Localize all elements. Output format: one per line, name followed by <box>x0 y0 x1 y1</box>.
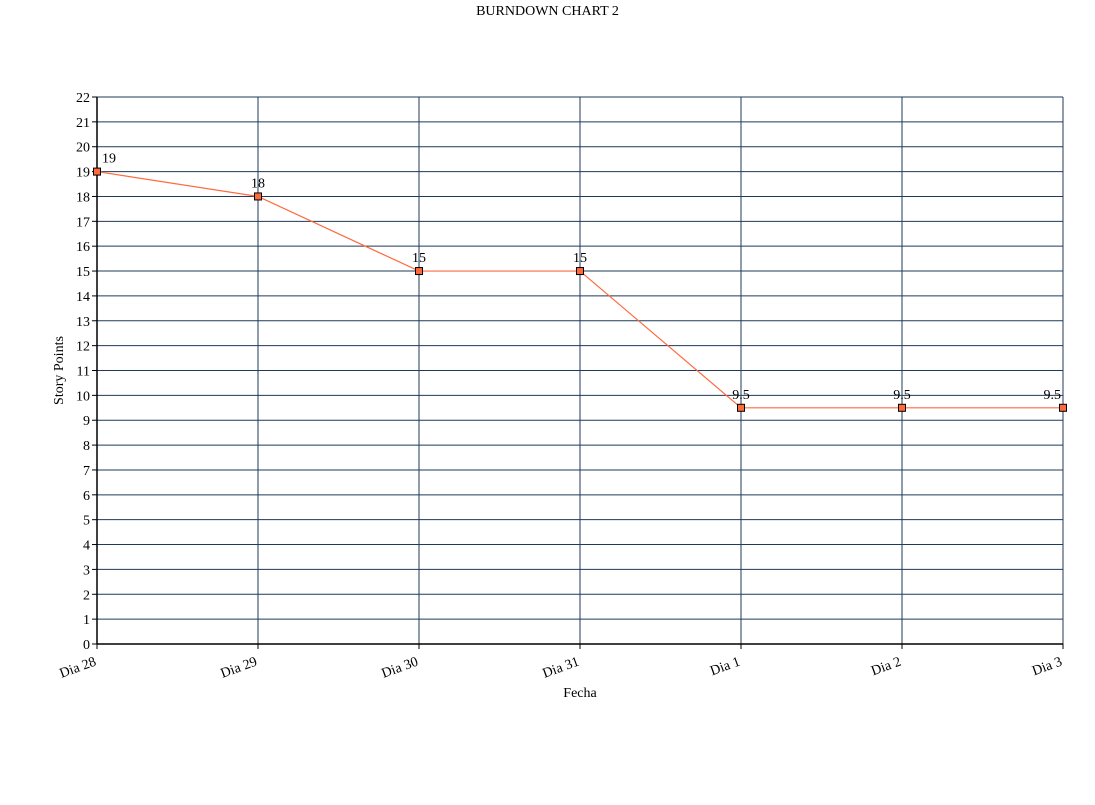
data-point <box>93 167 101 176</box>
data-point <box>737 403 745 412</box>
y-tick-label: 14 <box>76 290 90 305</box>
x-tick-label: Dia 2 <box>869 655 903 680</box>
data-label: 19 <box>102 152 116 167</box>
y-tick-label: 22 <box>76 91 90 106</box>
y-axis-title: Story Points <box>52 336 67 405</box>
y-tick-label: 16 <box>76 240 90 255</box>
data-labels: 19 18 15 15 9.5 9.5 9.5 <box>102 152 1061 403</box>
x-tick-label: Dia 28 <box>58 655 99 682</box>
x-axis-ticks: Dia 28 Dia 29 Dia 30 Dia 31 Dia 1 Dia 2 Dia 3 <box>58 644 1064 682</box>
y-tick-label: 1 <box>83 613 90 628</box>
y-tick-label: 13 <box>76 315 90 330</box>
y-tick-label: 7 <box>83 464 90 479</box>
y-tick-label: 19 <box>76 166 90 181</box>
grid <box>96 96 1064 645</box>
x-tick-label: Dia 31 <box>541 655 582 682</box>
x-tick-label: Dia 29 <box>219 655 260 682</box>
y-tick-label: 4 <box>83 539 90 554</box>
data-point <box>898 403 906 412</box>
y-tick-label: 10 <box>76 389 90 404</box>
x-tick-label: Dia 3 <box>1030 655 1064 680</box>
data-label: 18 <box>251 176 265 191</box>
data-point <box>415 267 423 276</box>
y-tick-label: 12 <box>76 340 90 355</box>
y-tick-label: 0 <box>83 638 90 653</box>
data-point <box>254 192 262 201</box>
data-label: 9.5 <box>732 388 750 403</box>
data-label: 9.5 <box>1044 388 1062 403</box>
y-tick-label: 3 <box>83 563 90 578</box>
x-tick-label: Dia 30 <box>380 655 421 682</box>
y-tick-label: 6 <box>83 489 90 504</box>
data-label: 15 <box>412 251 426 266</box>
y-tick-label: 9 <box>83 414 90 429</box>
data-label: 15 <box>573 251 587 266</box>
x-tick-label: Dia 1 <box>708 655 742 680</box>
y-tick-label: 15 <box>76 265 90 280</box>
y-tick-label: 11 <box>77 365 90 380</box>
y-tick-label: 21 <box>76 116 90 131</box>
y-tick-label: 5 <box>83 514 90 529</box>
series <box>93 167 1067 412</box>
y-tick-label: 18 <box>76 190 90 205</box>
y-tick-label: 8 <box>83 439 90 454</box>
data-point <box>1059 403 1067 412</box>
y-tick-label: 2 <box>83 588 90 603</box>
chart-title: BURNDOWN CHART 2 <box>476 4 619 19</box>
y-tick-label: 20 <box>76 141 90 156</box>
x-axis-title: Fecha <box>563 686 597 701</box>
data-label: 9.5 <box>893 388 911 403</box>
data-point <box>576 267 584 276</box>
y-tick-label: 17 <box>76 215 90 230</box>
